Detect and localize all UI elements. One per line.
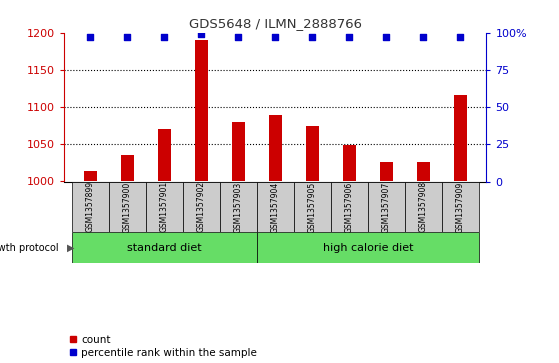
Text: GSM1357905: GSM1357905 — [308, 181, 317, 233]
Bar — [269, 114, 282, 182]
Bar — [146, 182, 183, 232]
Bar — [195, 40, 208, 182]
Text: growth protocol: growth protocol — [0, 243, 61, 253]
Text: GSM1357907: GSM1357907 — [382, 181, 391, 233]
Point — [271, 34, 280, 40]
Bar — [72, 182, 108, 232]
Bar — [121, 155, 134, 182]
Text: standard diet: standard diet — [127, 243, 202, 253]
Text: high calorie diet: high calorie diet — [323, 243, 413, 253]
Point — [456, 34, 465, 40]
Point — [234, 34, 243, 40]
Point — [160, 34, 169, 40]
Point — [86, 34, 94, 40]
Text: ▶: ▶ — [67, 243, 74, 253]
Bar — [220, 182, 257, 232]
Bar — [417, 162, 430, 182]
Bar — [454, 95, 467, 182]
Text: GSM1357904: GSM1357904 — [271, 181, 280, 233]
Point — [197, 31, 206, 37]
Bar — [294, 182, 331, 232]
Text: GSM1357899: GSM1357899 — [86, 182, 94, 232]
Text: GSM1357903: GSM1357903 — [234, 181, 243, 233]
Bar — [108, 182, 146, 232]
Point — [419, 34, 428, 40]
Bar — [183, 182, 220, 232]
Point — [382, 34, 391, 40]
Point — [123, 34, 132, 40]
Bar — [343, 145, 356, 182]
Bar — [232, 122, 245, 182]
Text: GSM1357901: GSM1357901 — [160, 182, 169, 232]
Bar — [72, 232, 257, 263]
Bar — [158, 129, 170, 182]
Bar — [306, 126, 319, 182]
Bar — [442, 182, 479, 232]
Point — [345, 34, 354, 40]
Text: GSM1357900: GSM1357900 — [123, 181, 132, 233]
Point — [308, 34, 317, 40]
Bar — [84, 171, 97, 182]
Text: GSM1357902: GSM1357902 — [197, 182, 206, 232]
Bar — [405, 182, 442, 232]
Bar — [257, 232, 479, 263]
Text: GSM1357909: GSM1357909 — [456, 181, 465, 233]
Title: GDS5648 / ILMN_2888766: GDS5648 / ILMN_2888766 — [189, 17, 362, 30]
Text: GSM1357908: GSM1357908 — [419, 182, 428, 232]
Legend: count, percentile rank within the sample: count, percentile rank within the sample — [69, 335, 257, 358]
Bar — [331, 182, 368, 232]
Bar — [368, 182, 405, 232]
Text: GSM1357906: GSM1357906 — [345, 181, 354, 233]
Bar — [380, 162, 393, 182]
Bar — [257, 182, 294, 232]
